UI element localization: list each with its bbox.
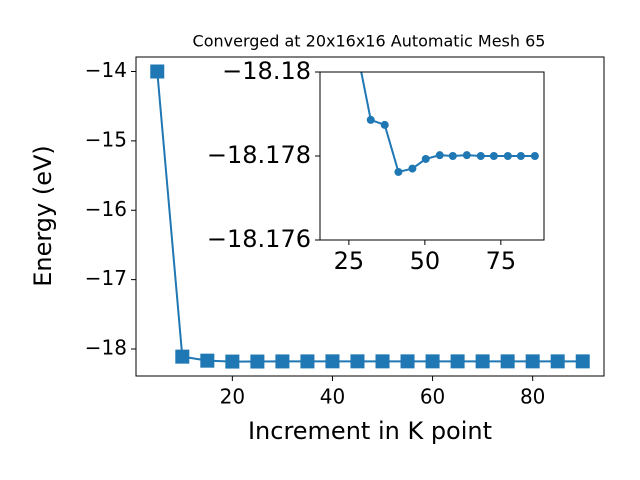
marker	[575, 354, 590, 369]
marker	[435, 151, 444, 160]
y-tick-label: −16	[85, 197, 127, 221]
y-tick-label: −14	[85, 58, 127, 82]
x-tick-label: 80	[520, 385, 545, 409]
marker	[350, 354, 365, 369]
marker	[475, 354, 490, 369]
marker	[448, 152, 457, 160]
marker	[503, 152, 512, 160]
marker	[425, 354, 440, 369]
y-axis-label: Energy (eV)	[29, 145, 57, 287]
series-group	[360, 72, 539, 176]
y-tick-label: −15	[85, 127, 127, 151]
x-tick-label: 75	[486, 247, 517, 275]
marker	[150, 64, 165, 79]
marker	[225, 354, 240, 369]
x-tick-label: 25	[334, 247, 365, 275]
marker	[250, 354, 265, 369]
marker	[275, 354, 290, 369]
x-tick-label: 50	[410, 247, 441, 275]
marker	[325, 354, 340, 369]
axes-frame	[319, 71, 545, 241]
marker	[476, 152, 485, 160]
chart-title: Converged at 20x16x16 Automatic Mesh 65	[193, 32, 546, 51]
y-tick-label: −18	[85, 336, 127, 360]
x-axis-label: Increment in K point	[248, 417, 492, 445]
marker	[375, 354, 390, 369]
marker	[200, 353, 215, 368]
x-tick-label: 40	[320, 385, 345, 409]
marker	[530, 152, 539, 160]
marker	[421, 154, 430, 163]
y-tick-label: −17	[85, 266, 127, 290]
y-tick-label: −18.176	[207, 225, 311, 253]
marker	[380, 120, 389, 129]
marker	[516, 152, 525, 160]
marker	[408, 164, 417, 173]
y-tick-label: −18.18	[222, 57, 311, 85]
marker	[462, 151, 471, 160]
marker	[400, 354, 415, 369]
marker	[489, 152, 498, 160]
marker	[550, 354, 565, 369]
marker	[366, 115, 375, 124]
series-group	[150, 64, 590, 369]
marker	[175, 349, 190, 364]
marker	[394, 167, 403, 176]
marker	[500, 354, 515, 369]
y-tick-label: −18.178	[207, 141, 311, 169]
x-tick-label: 20	[220, 385, 245, 409]
marker	[300, 354, 315, 369]
x-tick-label: 60	[420, 385, 445, 409]
axes-frame	[135, 56, 605, 377]
marker	[450, 354, 465, 369]
marker	[525, 354, 540, 369]
